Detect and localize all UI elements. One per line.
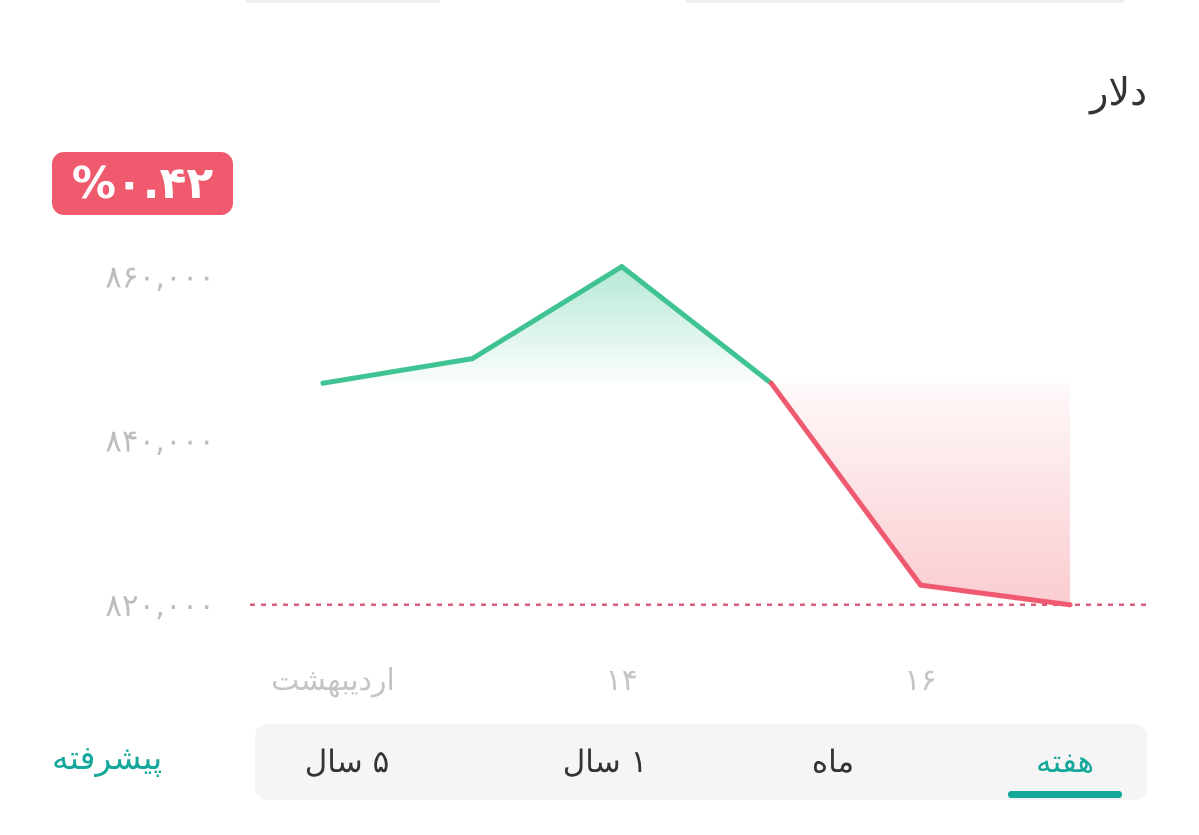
period-tabs: هفته ماه ۱ سال ۵ سال (255, 724, 1147, 800)
x-tick-label: اردیبهشت (271, 663, 395, 698)
tab-month[interactable]: ماه (811, 744, 855, 780)
tab-year[interactable]: ۱ سال (562, 744, 648, 780)
y-tick-label: ۸۶۰,۰۰۰ (105, 259, 215, 295)
data-point (1067, 602, 1073, 608)
y-tick-label: ۸۴۰,۰۰۰ (105, 424, 215, 460)
change-badge: %۰.۴۲ (52, 152, 233, 215)
data-point (469, 356, 475, 362)
data-point (918, 582, 924, 588)
active-tab-indicator (1008, 791, 1122, 798)
tab-5year[interactable]: ۵ سال (304, 744, 390, 780)
series-line-up (320, 264, 774, 386)
x-axis-ticks: اردیبهشت ۱۴ ۱۶ (271, 663, 937, 698)
top-divider (245, 0, 440, 3)
data-point (320, 380, 326, 386)
advanced-link[interactable]: پیشرفته (52, 738, 163, 777)
series-points (320, 264, 1073, 608)
data-point (619, 264, 625, 270)
y-tick-label: ۸۲۰,۰۰۰ (105, 588, 215, 624)
negative-area (771, 383, 1070, 605)
top-divider (685, 0, 1125, 3)
positive-area (323, 266, 772, 384)
x-tick-label: ۱۴ (606, 663, 638, 698)
y-axis-ticks: ۸۲۰,۰۰۰ ۸۴۰,۰۰۰ ۸۶۰,۰۰۰ (105, 259, 215, 623)
page-title: دلار (1090, 70, 1147, 114)
x-tick-label: ۱۶ (904, 663, 936, 698)
tab-week[interactable]: هفته (1035, 744, 1094, 780)
data-point (768, 380, 774, 386)
